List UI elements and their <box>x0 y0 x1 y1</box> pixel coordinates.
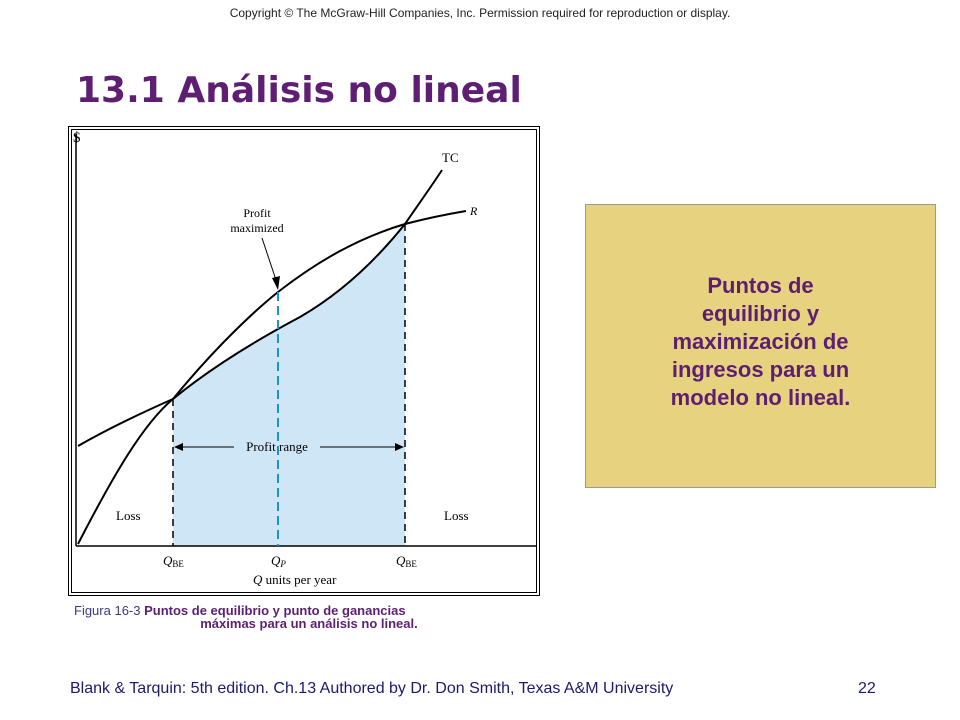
caption-line2: máximas para un análisis no lineal. <box>200 616 418 631</box>
slide-title: 13.1 Análisis no lineal <box>76 70 522 111</box>
figure-caption: Figura 16-3 Puntos de equilibrio y punto… <box>74 604 544 630</box>
profit-max-pointer-head <box>272 276 280 290</box>
copyright-notice: Copyright © The McGraw-Hill Companies, I… <box>229 6 731 20</box>
breakeven-figure: $ TC R Profit maximized Profit range Los… <box>68 126 540 596</box>
tc-curve <box>77 169 443 545</box>
page-number: 22 <box>858 680 876 697</box>
figure-outer-border <box>68 126 540 596</box>
footer-credit: Blank & Tarquin: 5th edition. Ch.13 Auth… <box>70 680 674 697</box>
profit-range-label: Profit range <box>246 439 308 454</box>
profit-range-arrowhead-left <box>174 443 183 451</box>
y-axis-label: $ <box>73 130 81 146</box>
note-text: Puntos de equilibrio y maximización de i… <box>670 273 851 410</box>
breakeven-diagram: $ TC R Profit maximized Profit range Los… <box>68 126 540 596</box>
caption-body: Puntos de equilibrio y punto de ganancia… <box>144 603 406 618</box>
x-axis-label: Q units per year <box>253 572 337 587</box>
figure-inner-border <box>71 129 537 593</box>
profit-max-label-line2: maximized <box>230 221 283 235</box>
qbe-right-label: QBE <box>396 553 417 569</box>
note-box: Puntos de equilibrio y maximización de i… <box>585 204 936 488</box>
profit-region <box>173 224 405 546</box>
qp-label: QP <box>271 553 286 569</box>
loss-label-left: Loss <box>116 508 141 523</box>
tc-curve-label: TC <box>442 150 459 165</box>
revenue-curve <box>77 210 467 447</box>
loss-label-right: Loss <box>444 508 469 523</box>
qbe-left-label: QBE <box>163 553 184 569</box>
revenue-curve-label: R <box>469 204 478 218</box>
profit-max-label-line1: Profit <box>243 206 271 220</box>
caption-lead: Figura 16-3 <box>74 603 141 618</box>
profit-range-arrowhead-right <box>395 443 404 451</box>
